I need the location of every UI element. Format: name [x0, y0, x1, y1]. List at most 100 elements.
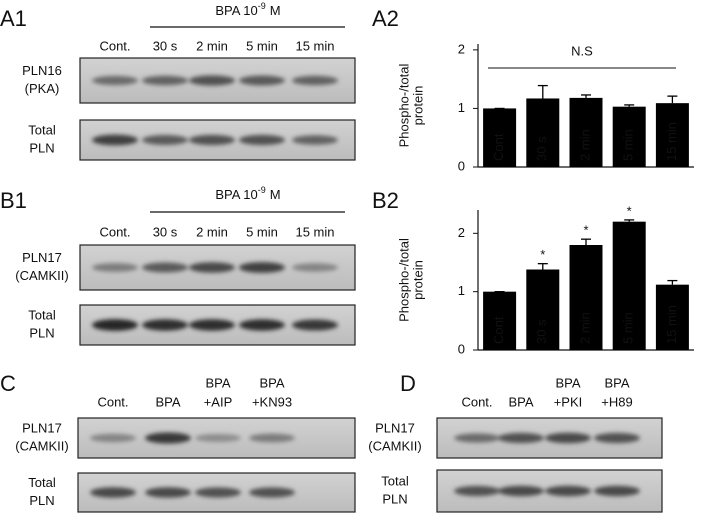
blot-band: [594, 485, 640, 497]
blot-band: [189, 262, 235, 273]
lane-label: 2 min: [196, 224, 228, 239]
blot-band: [292, 319, 338, 331]
category-label: 2 min: [577, 312, 592, 344]
y-tick-label: 2: [458, 41, 465, 56]
blot-band: [545, 432, 591, 444]
row-label: PLN: [382, 491, 407, 506]
category-label: Cont: [491, 133, 506, 161]
blot-band: [145, 487, 191, 498]
lane-label: +H89: [601, 394, 632, 409]
bar: [612, 221, 646, 350]
bar: [569, 97, 603, 167]
bands: [92, 262, 338, 273]
bands: [454, 432, 640, 444]
row-label: Total: [28, 307, 56, 322]
blot-band: [90, 487, 136, 498]
blot-band: [142, 75, 188, 86]
bar: [526, 269, 560, 350]
annotation: N.S: [571, 43, 593, 58]
blot-band: [239, 75, 285, 86]
lane-label: BPA: [259, 375, 284, 390]
blot-band: [454, 433, 500, 443]
category-label: 2 min: [577, 129, 592, 161]
row-label: Total: [381, 473, 409, 488]
lane-label: 2 min: [196, 38, 228, 53]
lane-label: BPA: [155, 394, 180, 409]
y-axis-label: Phospho-/total: [396, 238, 411, 322]
lane-label: Cont.: [97, 394, 128, 409]
panel-label: A2: [372, 6, 399, 31]
blot-band: [239, 262, 285, 273]
header-exponent: -9: [258, 185, 266, 195]
panel-label: C: [0, 371, 16, 396]
panel-label: A1: [0, 6, 27, 31]
lane-label: 15 min: [295, 224, 334, 239]
category-label: 30 s: [534, 319, 549, 344]
blot-band: [142, 262, 188, 273]
blot-band: [195, 487, 241, 498]
bar: [655, 103, 689, 167]
lane-label: 30 s: [153, 38, 178, 53]
y-tick-label: 1: [458, 100, 465, 115]
lane-label: BPA: [205, 375, 230, 390]
panel-label: B1: [0, 188, 27, 213]
blot-band: [92, 75, 138, 86]
bands: [90, 487, 295, 498]
bar: [569, 245, 603, 350]
y-axis-label: Phospho-/total: [396, 63, 411, 147]
row-label: PLN17: [375, 420, 415, 435]
row-label: Total: [28, 475, 56, 490]
lane-label: 5 min: [246, 38, 278, 53]
lane-label: BPA: [508, 394, 533, 409]
category-label: 15 min: [664, 305, 679, 344]
lane-label: +KN93: [252, 394, 292, 409]
category-label: Cont: [491, 316, 506, 344]
y-axis-label: protein: [410, 260, 425, 300]
blot-band: [189, 134, 235, 146]
panel-label: B2: [372, 188, 399, 213]
blot-band: [545, 485, 591, 497]
blot-band: [498, 485, 544, 497]
y-axis-label: protein: [410, 86, 425, 126]
header-unit: M: [270, 3, 281, 18]
blot-band: [195, 433, 241, 443]
y-tick-label: 1: [458, 283, 465, 298]
y-tick-label: 0: [458, 158, 465, 173]
treatment-header: BPA 10-9 M: [215, 1, 280, 18]
lane-label: 15 min: [295, 38, 334, 53]
row-label: Total: [28, 122, 56, 137]
treatment-header: BPA 10-9 M: [215, 185, 280, 202]
bar: [526, 98, 560, 167]
category-label: 5 min: [621, 312, 636, 344]
category-label: 30 s: [534, 136, 549, 161]
row-label: PLN17: [22, 250, 62, 265]
blot-band: [92, 319, 138, 331]
lane-label: BPA: [555, 375, 580, 390]
blot-band: [454, 485, 500, 497]
blot-band: [239, 319, 285, 331]
category-label: 15 min: [664, 122, 679, 161]
row-label: (CAMKII): [15, 268, 68, 283]
bands: [92, 75, 338, 86]
lane-label: Cont.: [99, 224, 130, 239]
blot-band: [92, 263, 138, 272]
blot-band: [142, 135, 188, 145]
blot-band: [92, 134, 138, 146]
y-tick-label: 0: [458, 341, 465, 356]
row-label: (CAMKII): [368, 438, 421, 453]
bands: [454, 485, 640, 497]
row-label: PLN: [29, 325, 54, 340]
significance-marker: *: [583, 223, 588, 238]
y-tick-label: 2: [458, 225, 465, 240]
lane-label: BPA: [604, 375, 629, 390]
blot-band: [292, 75, 338, 86]
bar: [483, 291, 517, 350]
bar: [483, 108, 517, 167]
category-label: 5 min: [621, 129, 636, 161]
lane-label: +AIP: [204, 394, 233, 409]
blot-band: [142, 319, 188, 331]
header-text: BPA 10: [215, 3, 257, 18]
significance-marker: *: [627, 203, 632, 218]
blot-band: [292, 135, 338, 145]
panel-label: D: [400, 371, 416, 396]
